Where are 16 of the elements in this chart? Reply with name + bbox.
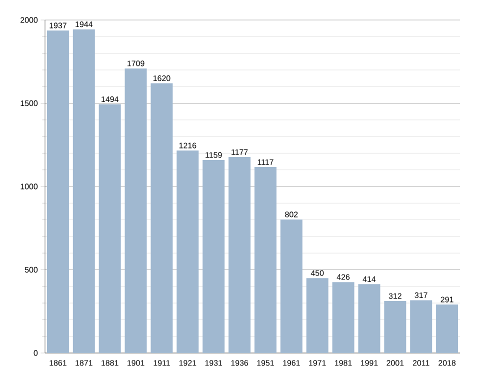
bar	[436, 304, 458, 353]
bar	[306, 278, 328, 353]
bar	[254, 167, 276, 353]
bar	[228, 157, 251, 353]
bar	[384, 301, 406, 353]
bar	[280, 219, 302, 353]
bar	[46, 30, 69, 353]
bar	[72, 29, 95, 353]
bar	[358, 284, 380, 353]
bar	[176, 150, 199, 353]
bar	[124, 68, 147, 353]
bar	[150, 83, 173, 353]
bar	[410, 300, 432, 353]
bar	[98, 104, 121, 353]
bar	[332, 282, 354, 353]
bar	[202, 160, 225, 353]
